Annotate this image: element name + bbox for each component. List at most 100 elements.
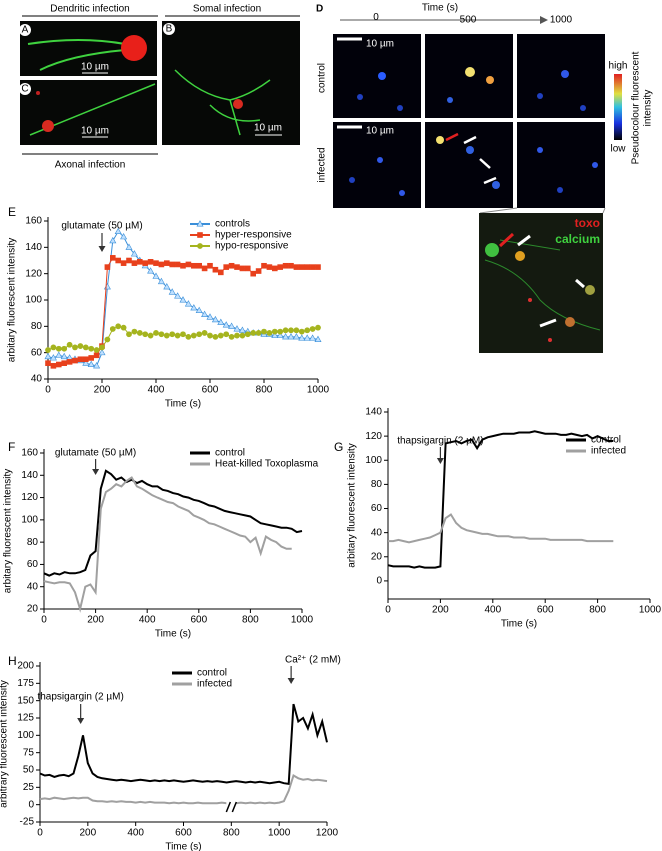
series-line [387, 430, 614, 569]
panel-abc: Dendritic infection Somal infection A 10… [19, 4, 300, 171]
y-tick-label: 100 [365, 455, 382, 466]
marker [201, 310, 209, 317]
marker [228, 262, 235, 269]
marker [164, 260, 170, 266]
chart: E 40 60 80 100 120 140 160 0 200 400 600 800 1000 Time… [7, 205, 330, 409]
legend-label: hypo-responsive [215, 241, 289, 252]
arrows [445, 132, 497, 185]
x-axis-title: Time (s) [501, 619, 537, 630]
marker [191, 262, 197, 269]
marker [244, 331, 251, 338]
marker [212, 333, 219, 340]
legend-label: control [197, 668, 227, 679]
marker [298, 328, 305, 335]
row-label: control [317, 63, 328, 93]
marker [125, 243, 133, 250]
chart: G 0 20 40 60 80 100 120 140 0 200 400 600 800 1000 Time… [334, 407, 662, 630]
x-tick-label: 200 [94, 385, 111, 396]
micrograph [162, 21, 300, 145]
panel-title: Dendritic infection [50, 4, 129, 15]
marker [179, 296, 187, 303]
x-tick-label: 200 [79, 828, 96, 839]
y-tick-label: 100 [17, 730, 34, 741]
x-axis-title: Time (s) [165, 842, 201, 851]
inset-cells [484, 232, 601, 342]
marker [211, 315, 219, 323]
marker [99, 344, 105, 351]
marker [131, 328, 138, 335]
marker [212, 266, 219, 273]
label-bg [19, 24, 31, 36]
panel-caption: Axonal infection [55, 160, 126, 171]
marker [83, 356, 89, 363]
series-line [388, 513, 614, 544]
y-tick-label: 200 [17, 661, 34, 672]
y-tick-label: 125 [17, 713, 34, 724]
marker [109, 236, 117, 244]
micrograph [425, 122, 513, 208]
zoom-line [479, 207, 518, 214]
marker [309, 334, 317, 341]
axis-break [225, 801, 238, 813]
marker [276, 331, 284, 339]
x-tick-label: 600 [537, 605, 554, 616]
neurite [27, 39, 126, 71]
y-tick-label: 60 [371, 503, 383, 514]
marker [153, 330, 159, 336]
marker [120, 260, 127, 266]
marker [288, 262, 294, 269]
marker [277, 264, 284, 270]
marker [88, 345, 95, 352]
y-tick-label: 80 [31, 321, 43, 332]
marker [49, 354, 57, 361]
marker [228, 333, 235, 340]
marker [309, 326, 316, 332]
marker [282, 262, 289, 269]
y-axis-title: arbitary fluorescent intensity [347, 443, 358, 568]
legend-label: control [215, 448, 245, 459]
marker [207, 332, 213, 339]
x-tick-label: 200 [87, 615, 104, 626]
marker [282, 327, 289, 334]
x-tick-label: 1000 [639, 605, 662, 616]
marker [190, 332, 197, 339]
marker [271, 328, 278, 335]
marker [157, 277, 165, 285]
marker [303, 334, 311, 341]
y-tick-label: 20 [371, 551, 383, 562]
x-tick-label: 800 [256, 385, 273, 396]
x-tick-label: 400 [139, 615, 156, 626]
marker [158, 261, 165, 268]
marker [239, 332, 246, 339]
y-tick-label: 140 [25, 242, 42, 253]
marker [201, 265, 208, 272]
marker [180, 262, 186, 269]
marker [288, 327, 294, 334]
marker [115, 323, 122, 330]
marker [304, 327, 311, 334]
marker [55, 345, 62, 352]
marker [245, 265, 251, 272]
marker [50, 363, 57, 369]
marker [72, 344, 78, 351]
label-bg [163, 23, 175, 35]
y-tick-label: 120 [21, 492, 38, 503]
marker [174, 261, 181, 268]
row-label: infected [317, 147, 328, 182]
arrow-head [98, 246, 106, 252]
x-tick-label: 600 [190, 615, 207, 626]
panel-title: Somal infection [193, 4, 261, 15]
marker [271, 331, 279, 339]
inset-label: calcium [555, 232, 600, 246]
series-line [43, 469, 303, 577]
marker [196, 331, 203, 338]
marker [298, 264, 305, 270]
marker [197, 232, 203, 238]
y-tick-label: 25 [23, 782, 35, 793]
y-tick-label: 40 [31, 374, 43, 385]
marker [120, 324, 127, 331]
marker [255, 330, 262, 336]
marker [136, 330, 143, 336]
annotation: thapsigargin (2 µM) [37, 692, 123, 703]
